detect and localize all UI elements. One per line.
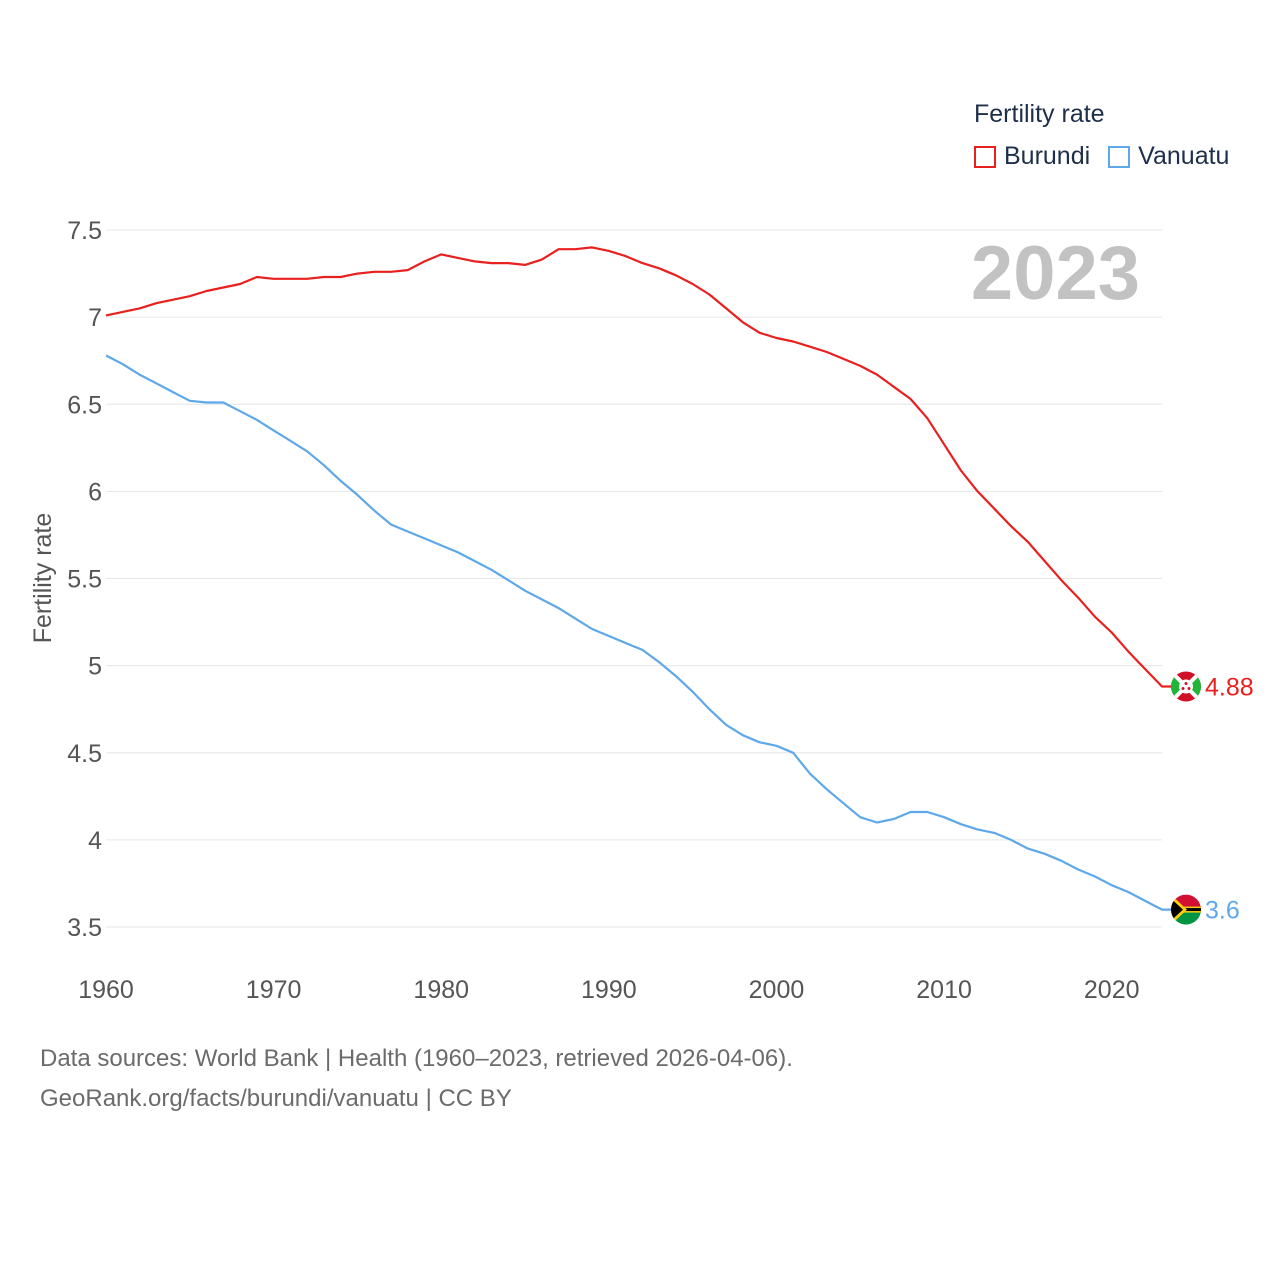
y-tick-label: 7.5 [67, 217, 102, 245]
x-tick-label: 2010 [916, 976, 972, 1004]
y-tick-label: 7 [88, 304, 102, 332]
legend-swatch-burundi [974, 145, 996, 168]
footer-attribution[interactable]: GeoRank.org/facts/burundi/vanuatu | CC B… [40, 1085, 512, 1112]
y-tick-label: 3.5 [67, 914, 102, 942]
legend-item-vanuatu[interactable]: Vanuatu [1108, 142, 1229, 171]
end-value-label-burundi: 4.88 [1205, 674, 1254, 702]
y-axis-label: Fertility rate [29, 513, 57, 644]
x-tick-label: 2020 [1084, 976, 1140, 1004]
footer-sources: Data sources: World Bank | Health (1960–… [40, 1045, 793, 1072]
legend: Burundi Vanuatu [974, 142, 1247, 171]
legend-item-burundi[interactable]: Burundi [974, 142, 1090, 171]
legend-swatch-vanuatu [1108, 145, 1131, 168]
flag-burundi-icon [1171, 671, 1201, 702]
y-tick-label: 6 [88, 478, 102, 506]
series-line-vanuatu [105, 354, 1172, 911]
legend-label-burundi: Burundi [1004, 142, 1091, 170]
y-tick-label: 4.5 [67, 740, 102, 768]
series-line-burundi [105, 246, 1172, 688]
flag-vanuatu-icon [1171, 894, 1201, 925]
y-tick-label: 6.5 [67, 391, 102, 419]
legend-title: Fertility rate [974, 100, 1105, 128]
end-value-label-vanuatu: 3.6 [1205, 897, 1240, 925]
y-tick-label: 4 [88, 827, 102, 855]
x-tick-label: 1960 [78, 976, 134, 1004]
x-tick-label: 1990 [581, 976, 637, 1004]
y-tick-label: 5.5 [67, 566, 102, 594]
y-tick-label: 5 [88, 653, 102, 681]
x-tick-label: 1980 [413, 976, 469, 1004]
legend-label-vanuatu: Vanuatu [1138, 142, 1230, 170]
x-tick-label: 2000 [749, 976, 805, 1004]
current-year-label: 2023 [970, 231, 1140, 316]
x-tick-label: 1970 [246, 976, 302, 1004]
